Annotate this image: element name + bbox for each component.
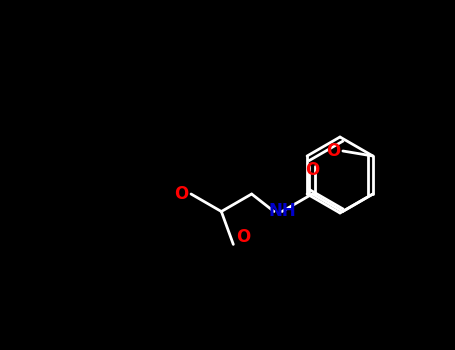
Text: NH: NH xyxy=(268,203,296,220)
Text: O: O xyxy=(326,142,340,160)
Text: O: O xyxy=(305,161,319,179)
Text: O: O xyxy=(236,229,251,246)
Text: O: O xyxy=(174,185,188,203)
